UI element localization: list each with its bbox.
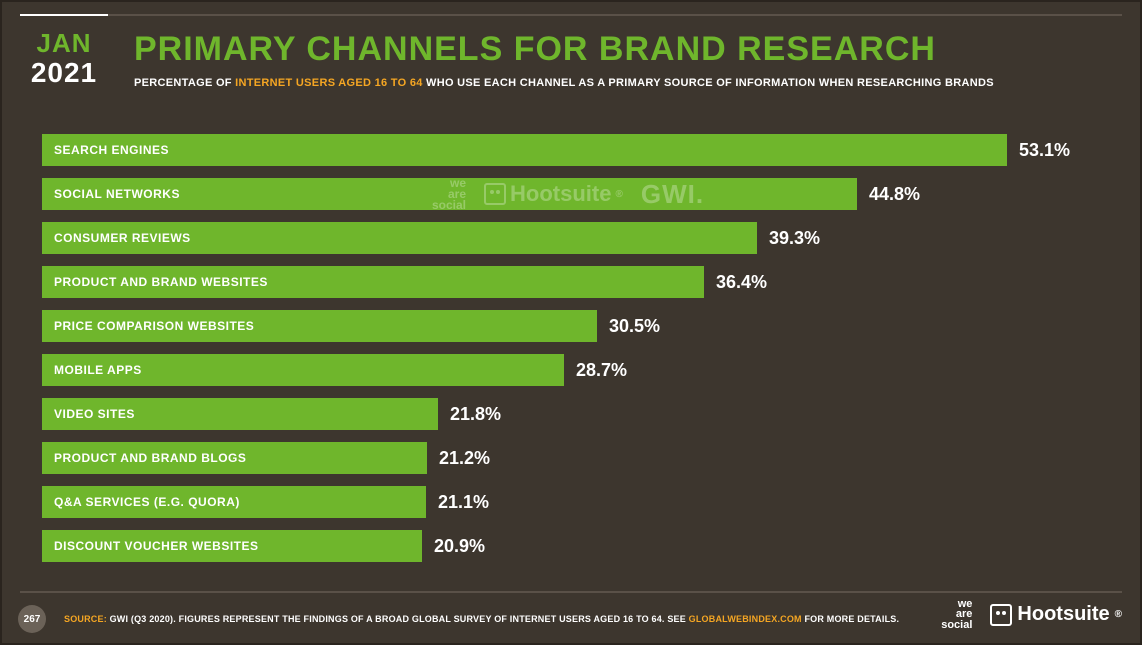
bar-label: VIDEO SITES (54, 407, 135, 421)
bar-row: PRODUCT AND BRAND BLOGS 21.2% (42, 442, 1100, 474)
bar-row: PRODUCT AND BRAND WEBSITES 36.4% (42, 266, 1100, 298)
bar-value: 21.1% (426, 486, 489, 518)
source-text-post: FOR MORE DETAILS. (802, 614, 899, 624)
subtitle-post: WHO USE EACH CHANNEL AS A PRIMARY SOURCE… (423, 77, 994, 89)
bar-value: 20.9% (422, 530, 485, 562)
page-number: 267 (18, 605, 46, 633)
header: PRIMARY CHANNELS FOR BRAND RESEARCH PERC… (134, 30, 1120, 89)
bar-row: VIDEO SITES 21.8% (42, 398, 1100, 430)
bar: PRODUCT AND BRAND BLOGS (42, 442, 427, 474)
bar-value: 21.2% (427, 442, 490, 474)
bar-row: SOCIAL NETWORKS 44.8% (42, 178, 1100, 210)
bar: CONSUMER REVIEWS (42, 222, 757, 254)
bar: Q&A SERVICES (E.G. QUORA) (42, 486, 426, 518)
bar-label: PRICE COMPARISON WEBSITES (54, 319, 254, 333)
bar-label: Q&A SERVICES (E.G. QUORA) (54, 495, 240, 509)
date-badge: JAN 2021 (20, 14, 108, 101)
source-text-pre: GWI (Q3 2020). FIGURES REPRESENT THE FIN… (107, 614, 689, 624)
bar-label: SEARCH ENGINES (54, 143, 169, 157)
bar-value: 28.7% (564, 354, 627, 386)
bar-row: CONSUMER REVIEWS 39.3% (42, 222, 1100, 254)
bar-value: 39.3% (757, 222, 820, 254)
bar-value: 36.4% (704, 266, 767, 298)
bar-label: DISCOUNT VOUCHER WEBSITES (54, 539, 259, 553)
subtitle-pre: PERCENTAGE OF (134, 77, 235, 89)
bar-row: PRICE COMPARISON WEBSITES 30.5% (42, 310, 1100, 342)
bar-row: MOBILE APPS 28.7% (42, 354, 1100, 386)
bar-row: Q&A SERVICES (E.G. QUORA) 21.1% (42, 486, 1100, 518)
source-line: SOURCE: GWI (Q3 2020). FIGURES REPRESENT… (64, 614, 899, 624)
bar: DISCOUNT VOUCHER WEBSITES (42, 530, 422, 562)
bar-label: SOCIAL NETWORKS (54, 187, 180, 201)
page-subtitle: PERCENTAGE OF INTERNET USERS AGED 16 TO … (134, 77, 1120, 89)
bar: PRICE COMPARISON WEBSITES (42, 310, 597, 342)
source-label: SOURCE: (64, 614, 107, 624)
bar-value: 21.8% (438, 398, 501, 430)
date-year: 2021 (20, 57, 108, 89)
bar-label: CONSUMER REVIEWS (54, 231, 191, 245)
bar: PRODUCT AND BRAND WEBSITES (42, 266, 704, 298)
bar-value: 44.8% (857, 178, 920, 210)
footer: 267 SOURCE: GWI (Q3 2020). FIGURES REPRE… (20, 591, 1122, 627)
bar-chart: SEARCH ENGINES 53.1% SOCIAL NETWORKS 44.8% C… (42, 134, 1100, 574)
bar-value: 53.1% (1007, 134, 1070, 166)
bar: SOCIAL NETWORKS (42, 178, 857, 210)
owl-icon (990, 604, 1012, 626)
bar: VIDEO SITES (42, 398, 438, 430)
bar: MOBILE APPS (42, 354, 564, 386)
bar-label: PRODUCT AND BRAND BLOGS (54, 451, 246, 465)
top-rule (20, 14, 1122, 16)
footer-logos: we are social Hootsuite® (941, 599, 1122, 630)
subtitle-highlight: INTERNET USERS AGED 16 TO 64 (235, 77, 423, 89)
bar-row: SEARCH ENGINES 53.1% (42, 134, 1100, 166)
bar-label: PRODUCT AND BRAND WEBSITES (54, 275, 268, 289)
logo-wearesocial: we are social (941, 599, 972, 630)
source-link: GLOBALWEBINDEX.COM (689, 614, 802, 624)
bar-label: MOBILE APPS (54, 363, 142, 377)
page-title: PRIMARY CHANNELS FOR BRAND RESEARCH (134, 30, 1120, 69)
bar: SEARCH ENGINES (42, 134, 1007, 166)
bar-value: 30.5% (597, 310, 660, 342)
date-month: JAN (20, 28, 108, 59)
logo-hootsuite: Hootsuite® (990, 603, 1122, 626)
bar-row: DISCOUNT VOUCHER WEBSITES 20.9% (42, 530, 1100, 562)
